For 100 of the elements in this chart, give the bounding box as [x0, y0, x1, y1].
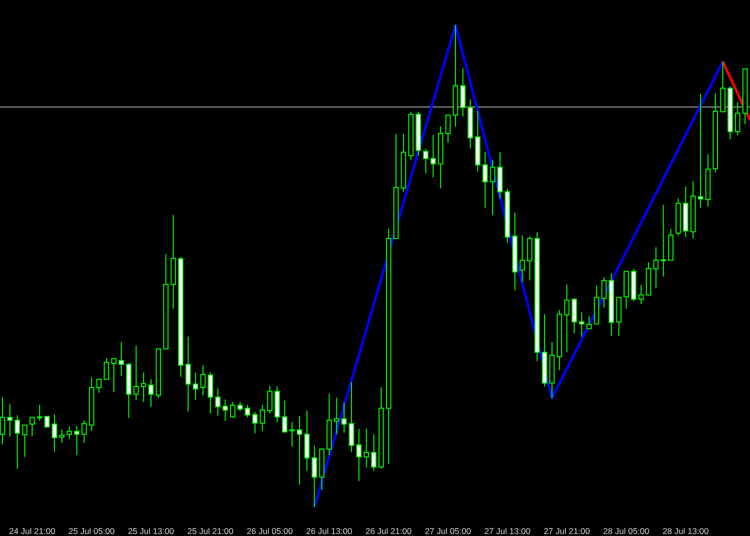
candlestick: [30, 416, 35, 437]
candlestick: [371, 434, 376, 472]
candlestick: [348, 382, 354, 453]
candlestick: [490, 160, 496, 216]
candlestick: [475, 110, 480, 172]
candlestick: [601, 276, 607, 308]
candlestick: [468, 98, 473, 149]
candlestick: [497, 152, 503, 200]
candlestick: [319, 448, 324, 491]
candlestick: [624, 270, 629, 310]
candlestick: [163, 253, 168, 350]
candlestick: [683, 186, 688, 238]
candlestick: [504, 188, 510, 244]
candlestick: [705, 154, 711, 208]
candlestick: [104, 358, 110, 380]
candlestick: [274, 386, 280, 423]
candlestick: [638, 284, 644, 305]
candlestick: [170, 214, 176, 310]
candlestick: [720, 61, 726, 112]
x-tick-label: 24 Jul 21:00: [10, 528, 55, 534]
candlestick: [534, 232, 540, 362]
candlestick: [460, 68, 466, 118]
candlestick: [282, 400, 288, 434]
candlestick: [653, 246, 659, 289]
x-tick-label: 28 Jul 05:00: [604, 528, 649, 534]
candlestick: [296, 415, 302, 486]
candlestick: [334, 397, 340, 435]
candlestick: [44, 416, 50, 428]
candlestick: [631, 268, 636, 302]
candlestick: [608, 272, 614, 336]
candlestick: [734, 102, 740, 136]
candlestick: [341, 402, 347, 434]
candlestick: [304, 410, 310, 472]
candlestick: [668, 228, 674, 261]
x-tick-label: 26 Jul 05:00: [247, 528, 293, 534]
candlestick: [438, 126, 444, 189]
candlestick: [215, 388, 220, 416]
candlestick: [364, 428, 369, 468]
candlestick: [452, 24, 458, 128]
candlestick: [660, 204, 666, 278]
candlestick: [378, 386, 384, 469]
x-tick-label: 25 Jul 21:00: [188, 528, 234, 534]
candlestick: [289, 422, 295, 448]
candlestick: [512, 212, 518, 291]
candlestick: [36, 404, 42, 422]
candlestick: [572, 298, 577, 334]
candlestick: [690, 180, 696, 240]
candlestick: [712, 92, 718, 174]
candlestick: [267, 386, 272, 414]
candlestick: [400, 133, 406, 192]
candlestick: [111, 358, 117, 392]
candlestick: [59, 428, 65, 444]
candlestick: [416, 111, 421, 156]
x-tick-label: 26 Jul 13:00: [306, 528, 352, 534]
x-tick-label: 27 Jul 05:00: [425, 528, 471, 534]
candlestick: [542, 314, 548, 388]
candlestick: [252, 412, 258, 434]
candlestick: [676, 198, 681, 236]
candlestick: [22, 424, 28, 458]
candlestick: [133, 345, 139, 401]
candlestick: [393, 133, 399, 240]
candlestick: [222, 399, 228, 422]
x-tick-label: 26 Jul 21:00: [366, 528, 412, 534]
candlestick: [616, 296, 622, 336]
candlestick: [564, 284, 570, 353]
candlestick: [178, 256, 184, 378]
candlestick: [52, 414, 58, 453]
candlestick: [312, 445, 318, 508]
candlestick: [646, 262, 652, 296]
candlestick: [66, 426, 72, 440]
candlestick: [14, 414, 20, 470]
candlestick: [527, 236, 532, 281]
candlestick: [728, 86, 733, 140]
candlestick: [260, 404, 266, 432]
candlestick: [148, 378, 154, 408]
candlestick: [192, 372, 198, 401]
candlestick: [244, 404, 250, 418]
x-tick-label: 25 Jul 05:00: [68, 528, 114, 534]
candlestick: [482, 151, 488, 208]
candlestick: [208, 372, 214, 414]
candlestick: [118, 342, 124, 376]
candlestick: [82, 420, 87, 444]
candlestick: [326, 393, 332, 456]
x-tick-label: 27 Jul 13:00: [484, 528, 530, 534]
candlestick: [230, 401, 236, 418]
x-tick-label: 25 Jul 13:00: [128, 528, 174, 534]
candlestick: [156, 348, 162, 399]
candlestick: [200, 364, 206, 396]
candlestick: [408, 111, 414, 160]
candlestick: [549, 342, 555, 399]
candlestick: [126, 362, 132, 418]
candlestick: [237, 401, 243, 412]
candlestick: [586, 316, 592, 330]
candlestick: [185, 336, 191, 412]
candlestick: [140, 372, 146, 402]
x-tick-label: 28 Jul 13:00: [663, 528, 708, 534]
candlestick: [423, 148, 428, 174]
x-tick-label: 27 Jul 21:00: [544, 528, 590, 534]
candlestick: [579, 312, 584, 338]
candlestick: [594, 285, 600, 324]
